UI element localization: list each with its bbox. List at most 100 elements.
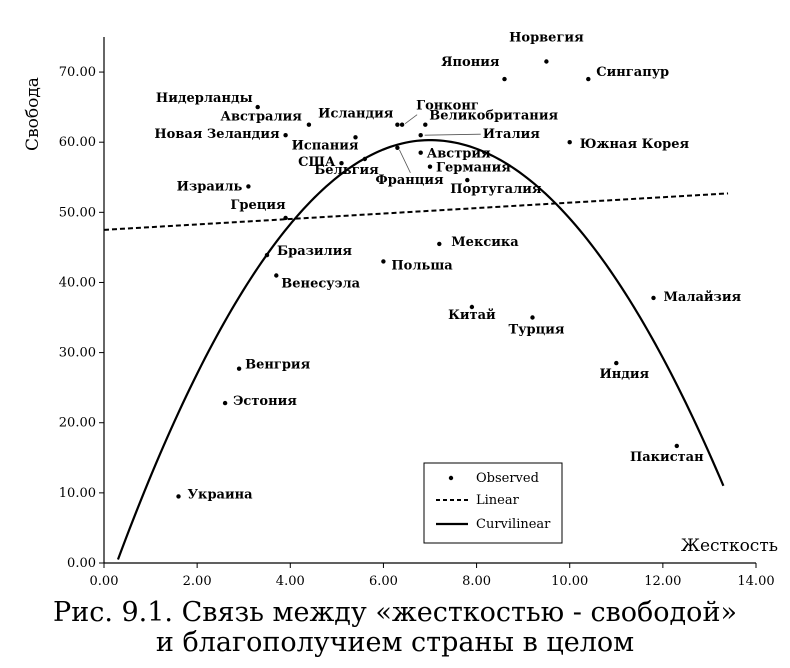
point-label: Гонконг <box>416 99 479 114</box>
legend-observed-marker <box>448 475 454 481</box>
data-point <box>246 184 251 189</box>
data-point <box>283 215 288 221</box>
linear-fit-line <box>103 192 729 231</box>
caption-line-2: и благополучием страны в целом <box>155 627 635 658</box>
data-point <box>544 59 549 64</box>
y-axis-title: Свобода <box>23 77 43 151</box>
data-point <box>381 259 386 264</box>
y-tick-label: 30.00 <box>59 346 96 361</box>
y-tick-label: 50.00 <box>59 205 96 220</box>
point-label: Австрия <box>427 147 491 162</box>
curvilinear-fit-line <box>116 139 725 560</box>
y-tick-label: 40.00 <box>59 275 96 290</box>
data-point <box>176 494 181 499</box>
label-leader-line <box>404 114 418 125</box>
legend-curvilinear-label: Curvilinear <box>476 517 551 532</box>
scatter-chart: 0.00 2.00 4.00 6.00 8.00 10.00 12.00 14.00 0.00 1… <box>23 31 778 590</box>
point-label: Новая Зеландия <box>154 127 280 142</box>
data-point <box>586 76 591 82</box>
data-point <box>255 104 260 110</box>
x-tick-label: 8.00 <box>462 574 491 589</box>
point-label: Венгрия <box>245 358 310 373</box>
point-label: Мексика <box>451 235 519 250</box>
data-point <box>418 133 423 138</box>
x-tick-label: 6.00 <box>369 574 398 589</box>
point-label: США <box>298 155 336 170</box>
x-tick-label: 4.00 <box>276 574 305 589</box>
x-tick-label: 0.00 <box>90 574 119 589</box>
x-tick-label: 10.00 <box>551 574 588 589</box>
figure-caption: Рис. 9.1. Связь между «жесткостью - своб… <box>0 598 790 658</box>
x-tick-label: 2.00 <box>183 574 212 589</box>
point-label: Сингапур <box>596 65 669 80</box>
data-point <box>427 164 433 169</box>
point-label: Эстония <box>233 394 297 409</box>
point-labels: Норвегия Япония Сингапур Нидерланды Австрали… <box>154 31 741 503</box>
data-point <box>283 133 288 138</box>
y-tick-label: 60.00 <box>59 135 96 150</box>
point-label: Испания <box>292 138 359 153</box>
data-point <box>339 161 344 166</box>
point-label: Германия <box>436 161 511 176</box>
data-point <box>530 315 535 320</box>
data-point <box>465 177 470 183</box>
point-label: Венесуэла <box>281 277 360 292</box>
point-label: Южная Корея <box>580 137 690 152</box>
axes <box>103 37 756 564</box>
data-point <box>362 156 367 162</box>
ticks: 0.00 2.00 4.00 6.00 8.00 10.00 12.00 14.00 0.00 1… <box>59 65 775 589</box>
x-axis-title: Жесткость <box>681 536 778 556</box>
fit-lines <box>103 139 729 560</box>
y-tick-label: 20.00 <box>59 416 96 431</box>
label-leader-line <box>399 149 411 173</box>
point-label: Великобритания <box>429 109 558 124</box>
data-point <box>469 304 475 310</box>
legend-box <box>423 462 563 544</box>
data-point <box>306 122 312 127</box>
point-label: Бельгия <box>314 163 379 178</box>
y-tick-label: 10.00 <box>59 486 96 501</box>
data-point <box>614 360 619 366</box>
legend-linear-label: Linear <box>476 493 520 508</box>
data-points <box>176 59 679 499</box>
data-point <box>567 140 572 145</box>
point-label: Украина <box>188 487 254 502</box>
data-point <box>353 135 358 140</box>
data-point <box>395 122 400 127</box>
point-label: Япония <box>441 55 500 70</box>
data-point <box>418 150 423 155</box>
point-label: Турция <box>509 323 565 338</box>
point-label: Израиль <box>177 179 243 194</box>
point-label: Исландия <box>318 107 394 122</box>
point-label: Норвегия <box>509 31 584 46</box>
data-point <box>399 122 405 127</box>
label-leader-line <box>424 133 481 136</box>
data-point <box>274 273 279 278</box>
point-label: Польша <box>391 258 453 273</box>
data-point <box>437 241 442 247</box>
legend: Observed Linear Curvilinear <box>423 462 563 544</box>
data-point <box>502 76 507 82</box>
point-label: Китай <box>448 308 496 323</box>
data-point <box>651 295 656 301</box>
data-point <box>423 122 428 127</box>
data-point <box>264 252 270 258</box>
data-point <box>222 400 228 406</box>
data-point <box>395 145 400 150</box>
point-label: Португалия <box>450 182 542 197</box>
x-tick-label: 14.00 <box>737 574 774 589</box>
point-label: Индия <box>599 367 649 382</box>
x-tick-label: 12.00 <box>644 574 681 589</box>
point-label: Греция <box>230 198 286 213</box>
point-label: Франция <box>375 173 444 188</box>
point-label: Нидерланды <box>156 91 253 106</box>
point-label: Малайзия <box>664 290 742 305</box>
data-point <box>674 443 679 449</box>
point-label: Бразилия <box>277 244 352 259</box>
point-label: Пакистан <box>630 450 704 465</box>
legend-observed-label: Observed <box>476 471 539 486</box>
caption-line-1: Рис. 9.1. Связь между «жесткостью - своб… <box>53 597 737 628</box>
point-label: Италия <box>483 127 541 142</box>
data-point <box>236 366 242 371</box>
y-tick-label: 70.00 <box>59 65 96 80</box>
